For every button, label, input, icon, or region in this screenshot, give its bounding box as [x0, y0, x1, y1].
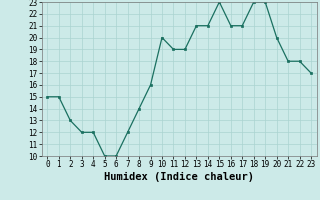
X-axis label: Humidex (Indice chaleur): Humidex (Indice chaleur) [104, 172, 254, 182]
